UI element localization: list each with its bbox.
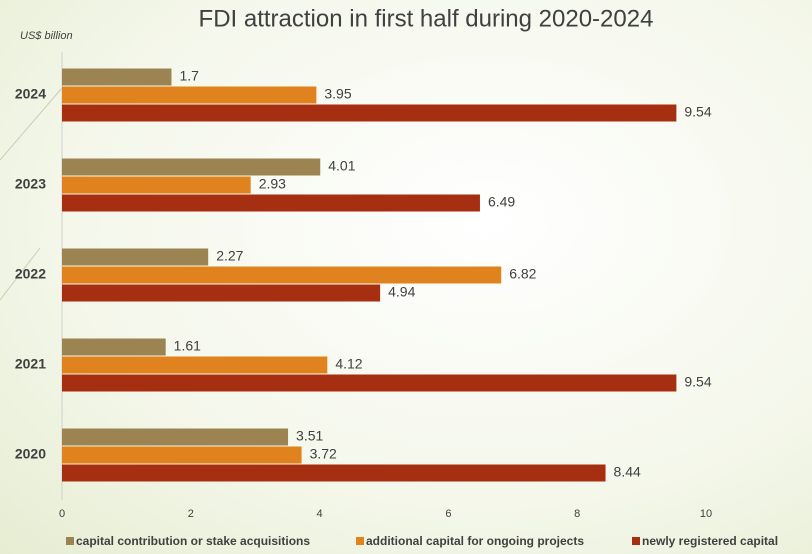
value-label: 4.01	[328, 158, 355, 174]
bar	[62, 464, 606, 482]
legend-label: additional capital for ongoing projects	[366, 534, 584, 548]
x-tick-label: 6	[445, 508, 451, 520]
x-tick-label: 0	[59, 508, 65, 520]
legend-swatch	[632, 537, 640, 545]
value-label: 9.54	[684, 374, 711, 390]
bar	[62, 248, 209, 266]
y-tick-label: 2022	[15, 266, 46, 282]
value-label: 3.95	[324, 86, 351, 102]
value-label: 2.27	[216, 248, 243, 264]
unit-label: US$ billion	[20, 30, 73, 42]
legend-swatch	[66, 537, 74, 545]
y-tick-label: 2021	[15, 356, 46, 372]
bar	[62, 68, 172, 86]
value-label: 2.93	[259, 176, 286, 192]
legend-label: newly registered capital	[642, 534, 778, 548]
value-label: 6.49	[488, 194, 515, 210]
bar	[62, 266, 502, 284]
x-tick-label: 4	[317, 508, 323, 520]
x-tick-label: 2	[188, 508, 194, 520]
bar	[62, 338, 166, 356]
value-label: 4.12	[335, 356, 362, 372]
bar	[62, 194, 480, 212]
legend-swatch	[356, 537, 364, 545]
x-tick-label: 10	[700, 508, 712, 520]
y-tick-label: 2023	[15, 176, 46, 192]
bar	[62, 176, 251, 194]
bar	[62, 374, 677, 392]
legend-label: capital contribution or stake acquisitio…	[76, 534, 310, 548]
x-tick-label: 8	[574, 508, 580, 520]
bar	[62, 428, 289, 446]
value-label: 3.51	[296, 428, 323, 444]
value-label: 6.82	[509, 266, 536, 282]
decoration	[0, 247, 41, 301]
bar	[62, 158, 321, 176]
value-label: 1.7	[179, 68, 199, 84]
bar	[62, 356, 328, 374]
bar	[62, 446, 302, 464]
value-label: 3.72	[310, 446, 337, 462]
bar	[62, 86, 317, 104]
y-tick-label: 2024	[15, 86, 46, 102]
value-label: 1.61	[174, 338, 201, 354]
bar	[62, 284, 381, 302]
value-label: 4.94	[388, 284, 415, 300]
value-label: 8.44	[614, 464, 641, 480]
y-tick-label: 2020	[15, 446, 46, 462]
chart-title: FDI attraction in first half during 2020…	[199, 5, 654, 32]
bar	[62, 104, 677, 122]
decoration	[0, 87, 63, 161]
value-label: 9.54	[684, 104, 711, 120]
